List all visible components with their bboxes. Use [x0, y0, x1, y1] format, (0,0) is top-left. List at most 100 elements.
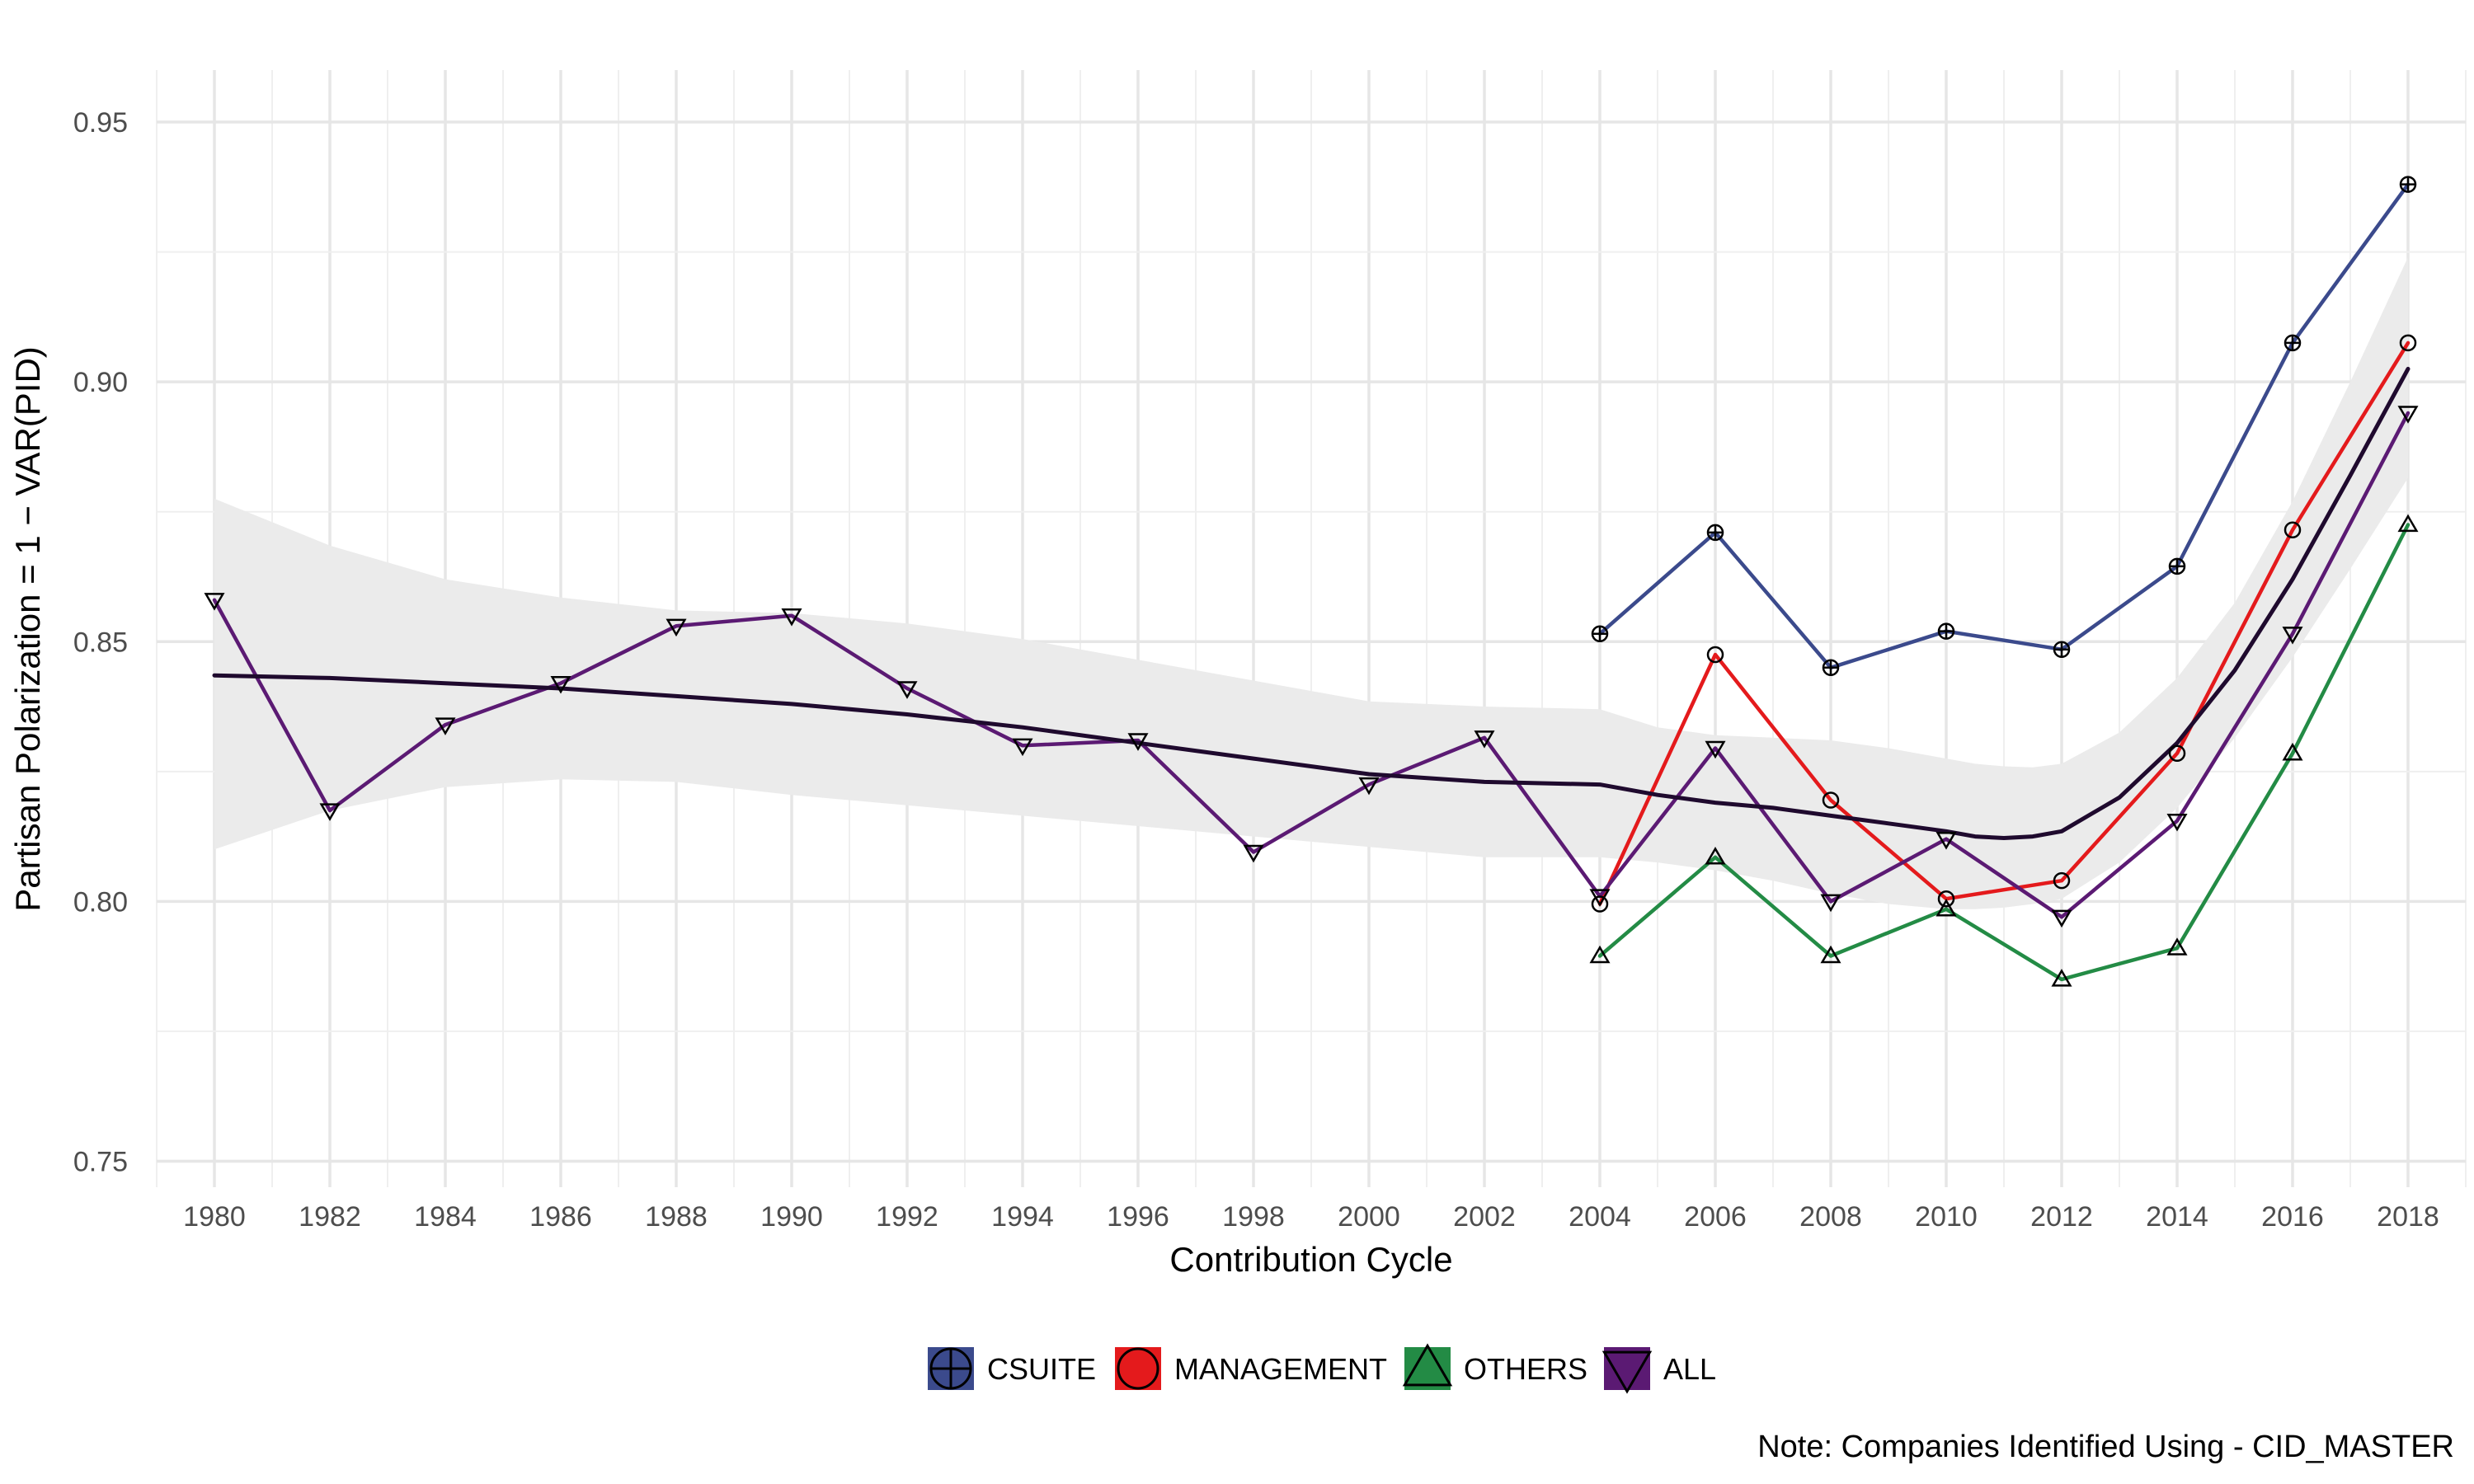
- data-point-others: [2397, 514, 2419, 533]
- y-tick-label: 0.80: [73, 886, 128, 918]
- data-point-csuite: [2168, 557, 2186, 575]
- data-point-all: [1820, 894, 1841, 913]
- marker-shape: [1117, 1347, 1159, 1390]
- x-tick-label: 2002: [1453, 1201, 1516, 1233]
- data-point-others: [1820, 945, 1841, 964]
- marker-shape: [2399, 334, 2417, 352]
- data-point-all: [1358, 777, 1380, 796]
- marker-shape: [1935, 832, 1957, 850]
- data-point-all: [666, 618, 687, 637]
- marker-shape: [1706, 646, 1724, 664]
- marker-shape: [1602, 1350, 1653, 1394]
- marker-shape: [781, 608, 802, 627]
- x-tick-label: 2000: [1338, 1201, 1400, 1233]
- legend-item-csuite: CSUITE: [928, 1347, 1096, 1390]
- data-point-management: [1822, 791, 1840, 809]
- legend-key-marker: [1602, 1350, 1653, 1394]
- y-tick-label: 0.75: [73, 1146, 128, 1177]
- marker-shape: [435, 717, 456, 735]
- x-tick-label: 2010: [1915, 1201, 1978, 1233]
- marker-shape: [666, 618, 687, 637]
- data-point-all: [319, 803, 341, 821]
- marker-shape: [1705, 740, 1726, 759]
- marker-shape: [2166, 813, 2188, 832]
- data-point-csuite: [2053, 641, 2071, 658]
- data-point-management: [2053, 871, 2071, 890]
- marker-shape: [1358, 777, 1380, 796]
- data-point-all: [2397, 406, 2419, 424]
- data-point-others: [1705, 846, 1726, 865]
- x-tick-label: 1986: [529, 1201, 592, 1233]
- legend-key-marker: [1117, 1347, 1159, 1390]
- data-point-all: [2282, 627, 2303, 645]
- series-line-all: [212, 411, 2411, 919]
- marker-shape: [2166, 937, 2188, 956]
- confidence-band-area: [214, 256, 2408, 909]
- y-tick-label: 0.95: [73, 107, 128, 139]
- marker-shape: [2282, 742, 2303, 761]
- x-tick-label: 2016: [2261, 1201, 2324, 1233]
- data-point-csuite: [1937, 622, 1955, 640]
- data-point-others: [1589, 945, 1611, 964]
- y-tick-label: 0.90: [73, 367, 128, 398]
- marker-shape: [1705, 846, 1726, 865]
- marker-shape: [1127, 733, 1149, 751]
- x-axis-ticks: 1980 1982 1984 1986 1988 1990 1992 1994 1996 1998…: [183, 1201, 2439, 1233]
- marker-shape: [2397, 514, 2419, 533]
- legend-label: ALL: [1663, 1352, 1716, 1386]
- y-axis-ticks: 0.75 0.80 0.85 0.90 0.95: [73, 107, 128, 1177]
- marker-shape: [204, 593, 225, 611]
- data-point-all: [204, 593, 225, 611]
- data-point-all: [1127, 733, 1149, 751]
- marker-shape: [2282, 627, 2303, 645]
- marker-shape: [1820, 945, 1841, 964]
- data-point-csuite: [1591, 625, 1609, 643]
- data-point-others: [2282, 742, 2303, 761]
- series-line-others: [1597, 523, 2411, 982]
- series-markers: [204, 176, 2419, 987]
- marker-shape: [1474, 730, 1495, 749]
- x-tick-label: 2012: [2030, 1201, 2093, 1233]
- data-point-all: [550, 675, 571, 694]
- x-tick-label: 2014: [2146, 1201, 2208, 1233]
- x-tick-label: 1990: [760, 1201, 823, 1233]
- data-point-all: [896, 681, 918, 699]
- marker-shape: [1589, 945, 1611, 964]
- marker-shape: [2168, 744, 2186, 763]
- marker-shape: [2284, 521, 2302, 539]
- data-point-management: [2399, 334, 2417, 352]
- data-point-csuite: [2399, 176, 2417, 193]
- marker-shape: [319, 803, 341, 821]
- confidence-band: [214, 256, 2408, 909]
- x-tick-label: 2004: [1569, 1201, 1631, 1233]
- caption: Note: Companies Identified Using - CID_M…: [1757, 1430, 2454, 1464]
- x-tick-label: 1982: [299, 1201, 361, 1233]
- legend-label: OTHERS: [1464, 1352, 1587, 1386]
- data-point-all: [781, 608, 802, 627]
- x-axis-title: Contribution Cycle: [1169, 1240, 1452, 1279]
- marker-shape: [1820, 894, 1841, 913]
- marker-shape: [2051, 969, 2072, 987]
- legend-key-marker: [1402, 1343, 1453, 1387]
- legend-item-all: ALL: [1602, 1347, 1716, 1394]
- x-tick-label: 2018: [2377, 1201, 2439, 1233]
- marker-shape: [2397, 406, 2419, 424]
- data-point-all: [1243, 844, 1264, 863]
- data-point-management: [1706, 646, 1724, 664]
- marker-shape: [1589, 889, 1611, 907]
- x-tick-label: 1994: [991, 1201, 1054, 1233]
- data-point-management: [1937, 890, 1955, 908]
- x-tick-label: 1988: [645, 1201, 708, 1233]
- data-point-all: [1935, 832, 1957, 850]
- legend-item-others: OTHERS: [1402, 1343, 1587, 1390]
- data-point-all: [435, 717, 456, 735]
- legend: CSUITE MANAGEMENT OTHERS ALL: [928, 1343, 1716, 1394]
- legend-label: CSUITE: [987, 1352, 1096, 1386]
- marker-shape: [1935, 898, 1957, 917]
- data-point-all: [1705, 740, 1726, 759]
- data-point-all: [1474, 730, 1495, 749]
- legend-item-management: MANAGEMENT: [1115, 1347, 1387, 1390]
- data-point-others: [2051, 969, 2072, 987]
- data-point-csuite: [1706, 524, 1724, 542]
